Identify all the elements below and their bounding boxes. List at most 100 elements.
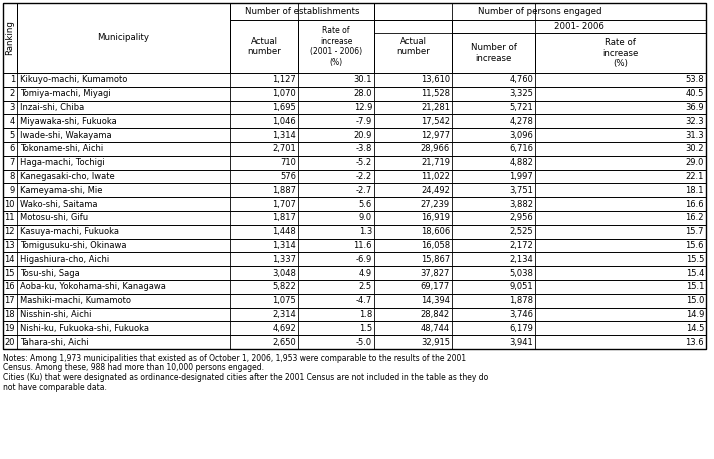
Text: 1,997: 1,997 <box>509 172 533 181</box>
Bar <box>3 252 706 266</box>
Text: 1,707: 1,707 <box>272 200 296 208</box>
Text: 9.0: 9.0 <box>359 213 372 223</box>
Bar <box>452 20 706 33</box>
Text: 5: 5 <box>10 131 15 140</box>
Bar <box>3 87 706 101</box>
Text: 6,179: 6,179 <box>509 324 533 333</box>
Text: 3,882: 3,882 <box>509 200 533 208</box>
Text: Aoba-ku, Yokohama-shi, Kanagawa: Aoba-ku, Yokohama-shi, Kanagawa <box>20 282 166 291</box>
Text: 1,337: 1,337 <box>272 255 296 264</box>
Text: 14,394: 14,394 <box>421 296 450 305</box>
Text: 4,760: 4,760 <box>509 75 533 84</box>
Text: 3,048: 3,048 <box>272 269 296 278</box>
Text: 29.0: 29.0 <box>685 158 704 167</box>
Text: 1,127: 1,127 <box>272 75 296 84</box>
Bar <box>3 197 706 211</box>
Text: Census. Among these, 988 had more than 10,000 persons engaged.: Census. Among these, 988 had more than 1… <box>3 364 264 373</box>
Text: 4,278: 4,278 <box>509 117 533 126</box>
Text: 15.6: 15.6 <box>685 241 704 250</box>
Text: 2: 2 <box>10 89 15 98</box>
Text: 15,867: 15,867 <box>421 255 450 264</box>
Text: 1,695: 1,695 <box>272 103 296 112</box>
Text: 12: 12 <box>4 227 15 236</box>
Text: 11.6: 11.6 <box>353 241 372 250</box>
Bar <box>3 156 706 169</box>
Text: 5,721: 5,721 <box>509 103 533 112</box>
Text: Tosu-shi, Saga: Tosu-shi, Saga <box>20 269 80 278</box>
Text: 36.9: 36.9 <box>685 103 704 112</box>
Text: 2,134: 2,134 <box>509 255 533 264</box>
Text: Motosu-shi, Gifu: Motosu-shi, Gifu <box>20 213 88 223</box>
Text: 21,719: 21,719 <box>421 158 450 167</box>
Text: 7: 7 <box>9 158 15 167</box>
Text: 4,882: 4,882 <box>509 158 533 167</box>
Text: 5.6: 5.6 <box>358 200 372 208</box>
Text: Number of establishments: Number of establishments <box>245 7 359 16</box>
Text: 1,448: 1,448 <box>272 227 296 236</box>
Text: Mashiki-machi, Kumamoto: Mashiki-machi, Kumamoto <box>20 296 131 305</box>
Bar <box>3 321 706 335</box>
Text: 32,915: 32,915 <box>421 338 450 347</box>
Text: Inzai-shi, Chiba: Inzai-shi, Chiba <box>20 103 84 112</box>
Text: 4,692: 4,692 <box>272 324 296 333</box>
Text: Actual
number: Actual number <box>396 37 430 56</box>
Text: 27,239: 27,239 <box>421 200 450 208</box>
Text: -5.2: -5.2 <box>356 158 372 167</box>
Text: 13,610: 13,610 <box>421 75 450 84</box>
Text: not have comparable data.: not have comparable data. <box>3 382 107 392</box>
Bar <box>3 142 706 156</box>
Text: 3,941: 3,941 <box>509 338 533 347</box>
Text: 22.1: 22.1 <box>685 172 704 181</box>
Text: Kanegasaki-cho, Iwate: Kanegasaki-cho, Iwate <box>20 172 115 181</box>
Text: 1.3: 1.3 <box>358 227 372 236</box>
Text: 12.9: 12.9 <box>353 103 372 112</box>
Text: 3,746: 3,746 <box>509 310 533 319</box>
Text: 28,966: 28,966 <box>421 145 450 153</box>
Text: -4.7: -4.7 <box>356 296 372 305</box>
Text: 9,051: 9,051 <box>509 282 533 291</box>
Text: -6.9: -6.9 <box>356 255 372 264</box>
Text: 14: 14 <box>4 255 15 264</box>
Text: Ranking: Ranking <box>6 21 14 56</box>
Text: 4: 4 <box>10 117 15 126</box>
Text: 16: 16 <box>4 282 15 291</box>
Text: Kikuyo-machi, Kumamoto: Kikuyo-machi, Kumamoto <box>20 75 127 84</box>
Text: 11,528: 11,528 <box>421 89 450 98</box>
Text: 40.5: 40.5 <box>685 89 704 98</box>
Text: 2,314: 2,314 <box>272 310 296 319</box>
Bar <box>452 33 535 73</box>
Bar <box>3 3 17 73</box>
Text: 576: 576 <box>280 172 296 181</box>
Text: Cities (Ku) that were designated as ordinance-designated cities after the 2001 C: Cities (Ku) that were designated as ordi… <box>3 373 488 382</box>
Text: 17: 17 <box>4 296 15 305</box>
Text: 21,281: 21,281 <box>421 103 450 112</box>
Text: -2.7: -2.7 <box>356 186 372 195</box>
Text: 18,606: 18,606 <box>421 227 450 236</box>
Text: 1,887: 1,887 <box>272 186 296 195</box>
Bar <box>535 33 706 73</box>
Text: Iwade-shi, Wakayama: Iwade-shi, Wakayama <box>20 131 111 140</box>
Text: 14.9: 14.9 <box>685 310 704 319</box>
Text: 53.8: 53.8 <box>685 75 704 84</box>
Text: 710: 710 <box>280 158 296 167</box>
Text: 28.0: 28.0 <box>353 89 372 98</box>
Text: 1,070: 1,070 <box>272 89 296 98</box>
Bar <box>3 280 706 294</box>
Text: 2.5: 2.5 <box>359 282 372 291</box>
Text: Rate of
increase
(%): Rate of increase (%) <box>603 38 639 68</box>
Text: 2001- 2006: 2001- 2006 <box>554 22 604 31</box>
Text: 30.2: 30.2 <box>685 145 704 153</box>
Text: Notes: Among 1,973 municipalities that existed as of October 1, 2006, 1,953 were: Notes: Among 1,973 municipalities that e… <box>3 354 466 363</box>
Text: 20.9: 20.9 <box>353 131 372 140</box>
Text: 11: 11 <box>4 213 15 223</box>
Bar <box>230 20 298 73</box>
Bar <box>3 239 706 252</box>
Text: 1.8: 1.8 <box>358 310 372 319</box>
Text: 20: 20 <box>4 338 15 347</box>
Bar <box>374 3 706 20</box>
Text: 14.5: 14.5 <box>685 324 704 333</box>
Text: 10: 10 <box>4 200 15 208</box>
Bar <box>17 3 230 73</box>
Text: Miyawaka-shi, Fukuoka: Miyawaka-shi, Fukuoka <box>20 117 117 126</box>
Text: 15.1: 15.1 <box>685 282 704 291</box>
